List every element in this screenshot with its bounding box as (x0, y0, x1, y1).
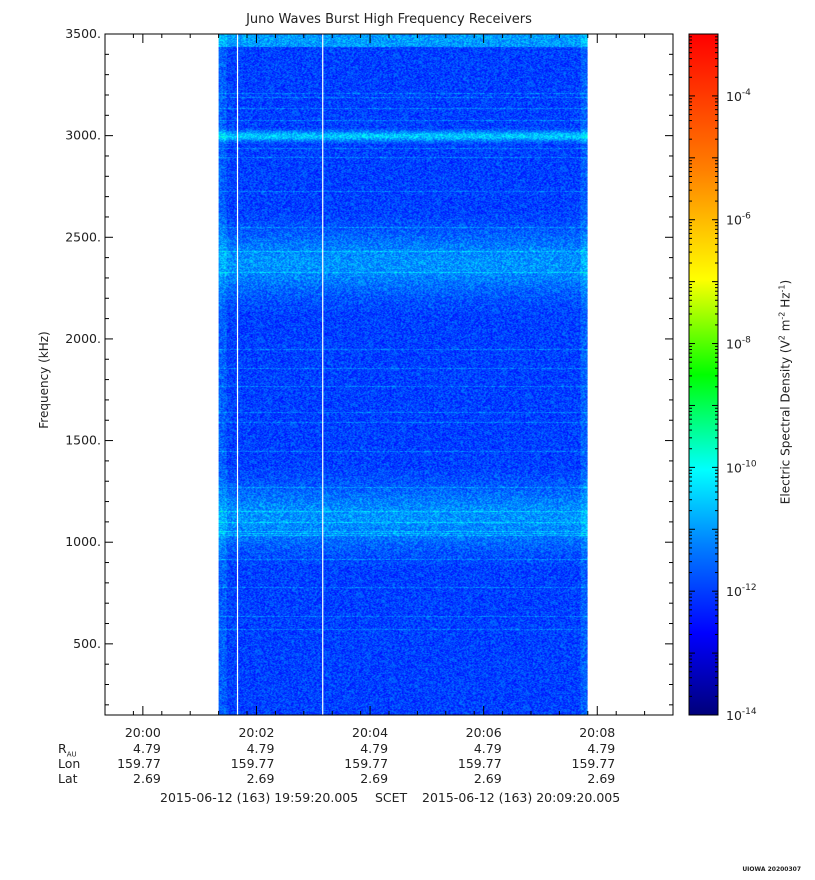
x-axis: 20:00 20:02 20:04 20:06 20:08 (104, 34, 674, 740)
ephemeris-value: 2.69 (473, 771, 502, 786)
ephemeris-value: 4.79 (587, 741, 616, 756)
x-tick-label: 20:04 (352, 725, 388, 740)
chart-title: Juno Waves Burst High Frequency Receiver… (246, 12, 532, 27)
y-tick-label: 1000. (65, 534, 101, 549)
colorbar-tick-label: 10-14 (726, 707, 757, 723)
colorbar-tick-label: 10-4 (726, 88, 751, 104)
colorbar-tick-label: 10-10 (726, 459, 757, 475)
ephemeris-value: 4.79 (473, 741, 502, 756)
colorbar-tick-label: 10-12 (726, 583, 757, 599)
y-axis: 500. 1000. 1500. 2000. 2500. 3000. 3500. (65, 26, 673, 706)
y-tick-label: 1500. (65, 433, 101, 448)
ephemeris-row-label: Lat (58, 771, 78, 786)
spectrogram-image (218, 34, 588, 715)
y-axis-label: Frequency (kHz) (37, 331, 51, 429)
ephemeris-value: 4.79 (133, 741, 161, 756)
colorbar (688, 33, 719, 716)
ephemeris-value: 4.79 (360, 741, 389, 756)
colorbar-axis: 10-4 10-6 10-8 10-10 10-12 10-14 (689, 33, 757, 723)
ephemeris-row-label: RAU (58, 741, 77, 759)
ephemeris-value: 2.69 (246, 771, 275, 786)
ephemeris-value: 159.77 (457, 756, 502, 771)
ephemeris-value: 159.77 (117, 756, 161, 771)
footer-start-time: 2015-06-12 (163) 19:59:20.005 (160, 790, 359, 805)
ephemeris-value: 159.77 (230, 756, 275, 771)
y-tick-label: 500. (73, 636, 101, 651)
ephemeris-value: 2.69 (360, 771, 389, 786)
ephemeris-value: 159.77 (344, 756, 389, 771)
ephemeris-value: 159.77 (571, 756, 616, 771)
ephemeris-value: 2.69 (133, 771, 161, 786)
colorbar-label: Electric Spectral Density (V2 m-2 Hz-1) (777, 279, 793, 505)
colorbar-tick-label: 10-6 (726, 212, 751, 228)
spectrogram-area (218, 34, 588, 715)
ephemeris-value: 2.69 (587, 771, 616, 786)
footer-scet-label: SCET (375, 790, 408, 805)
ephemeris-value: 4.79 (246, 741, 275, 756)
y-tick-label: 3500. (65, 26, 101, 41)
x-tick-label: 20:06 (466, 725, 502, 740)
x-tick-label: 20:08 (579, 725, 615, 740)
colorbar-tick-label: 10-8 (726, 336, 751, 352)
y-tick-label: 3000. (65, 128, 101, 143)
footer-end-time: 2015-06-12 (163) 20:09:20.005 (422, 790, 621, 805)
x-tick-label: 20:00 (125, 725, 161, 740)
y-tick-label: 2000. (65, 331, 101, 346)
ephemeris-row-label: Lon (58, 756, 81, 771)
y-tick-label: 2500. (65, 229, 101, 244)
credit-label: UIOWA 20200307 (742, 866, 801, 873)
x-tick-label: 20:02 (238, 725, 274, 740)
